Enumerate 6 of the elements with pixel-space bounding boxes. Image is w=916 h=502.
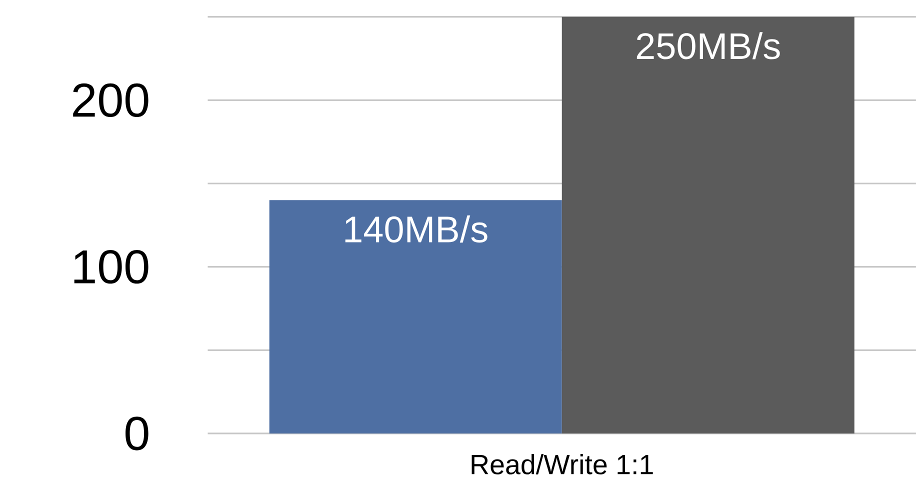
y-tick-label: 100 — [74, 250, 148, 284]
data-label: 140MB/s — [345, 215, 488, 243]
x-tick-label: Read/Write 1:1 — [472, 454, 653, 474]
y-tick-label: 0 — [126, 416, 148, 450]
data-label: 250MB/s — [636, 32, 780, 60]
y-tick-label: 200 — [73, 83, 148, 118]
